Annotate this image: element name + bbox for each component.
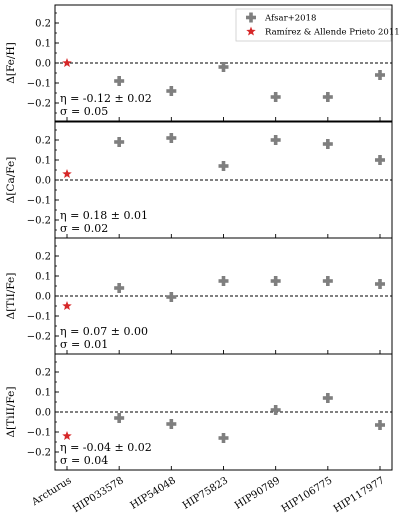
y-tick-label: 0.0 [35, 176, 51, 187]
y-tick-label: 0.1 [35, 156, 51, 167]
y-tick-label: 0.1 [35, 388, 51, 399]
afsar-data-point [322, 276, 333, 286]
afsar-data-point [218, 62, 229, 72]
y-tick-label: 0.2 [35, 136, 51, 147]
legend-frame [235, 8, 392, 42]
afsar-data-point [322, 139, 333, 149]
afsar-data-point [218, 276, 229, 286]
eta-annotation: η = 0.07 ± 0.00 [60, 325, 148, 338]
afsar-data-point [114, 76, 125, 86]
legend-marker-plus-icon [246, 12, 256, 23]
y-tick-label: 0.0 [35, 408, 51, 419]
legend: Afsar+2018 Ramírez & Allende Prieto 2011 [235, 8, 400, 42]
afsar-data-point [322, 393, 333, 403]
x-category-label: Arcturus [29, 475, 73, 508]
afsar-data-point [270, 92, 281, 102]
y-tick-label: 0.1 [35, 272, 51, 283]
afsar-data-point [166, 86, 177, 96]
afsar-data-point [114, 413, 125, 423]
afsar-data-point [375, 279, 385, 289]
panels-group: 0.2 0.1 0.0 −0.1 −0.2 Δ[Fe/H] η = -0.12 ± 0.02… [5, 4, 393, 471]
legend-label-afsar: Afsar+2018 [264, 14, 316, 24]
y-tick-label: −0.1 [27, 196, 51, 207]
afsar-data-point [322, 92, 333, 102]
panel-1: 0.2 0.1 0.0 −0.1 −0.2 Δ[Fe/H] η = -0.12 ± 0.02… [5, 4, 393, 122]
y-tick-label: −0.2 [27, 216, 51, 227]
y-axis-label: Δ[TiI/Fe] [5, 273, 17, 320]
reference-star-marker [62, 58, 72, 68]
x-category-label: HIP033578 [71, 475, 126, 515]
sigma-annotation: σ = 0.04 [60, 454, 108, 467]
panel-2: 0.2 0.1 0.0 −0.1 −0.2 Δ[Ca/Fe] η = 0.18 ± 0.01… [5, 121, 393, 239]
afsar-data-point [375, 155, 385, 165]
y-axis-label: Δ[TiII/Fe] [5, 387, 17, 438]
y-tick-label: −0.1 [27, 428, 51, 439]
x-category-label: HIP90789 [233, 475, 282, 511]
afsar-data-point [114, 283, 125, 293]
afsar-data-point [218, 433, 229, 443]
y-tick-label: −0.2 [27, 99, 51, 110]
sigma-annotation: σ = 0.01 [60, 338, 108, 351]
afsar-data-point [270, 276, 281, 286]
afsar-data-point [270, 135, 281, 145]
panel-3: 0.2 0.1 0.0 −0.1 −0.2 Δ[TiI/Fe] η = 0.07 ± 0.0… [5, 237, 393, 355]
afsar-data-point [375, 70, 385, 80]
reference-star-marker [62, 169, 72, 179]
y-tick-label: 0.0 [35, 59, 51, 70]
reference-star-marker [62, 431, 72, 441]
y-tick-label: 0.0 [35, 292, 51, 303]
eta-annotation: η = -0.04 ± 0.02 [60, 441, 152, 454]
x-category-label: HIP54048 [129, 475, 178, 511]
y-tick-label: −0.1 [27, 79, 51, 90]
afsar-data-point [166, 419, 177, 429]
y-tick-label: −0.1 [27, 312, 51, 323]
afsar-data-point [166, 133, 177, 143]
y-tick-label: 0.1 [35, 39, 51, 50]
legend-label-ramirez: Ramírez & Allende Prieto 2011 [265, 27, 400, 38]
x-category-label: HIP117977 [332, 475, 387, 515]
y-tick-label: 0.2 [35, 368, 51, 379]
eta-annotation: η = 0.18 ± 0.01 [60, 209, 148, 222]
afsar-data-point [114, 137, 125, 147]
afsar-data-point [166, 292, 177, 302]
y-tick-label: 0.2 [35, 19, 51, 30]
eta-annotation: η = -0.12 ± 0.02 [60, 92, 152, 105]
afsar-data-point [270, 405, 281, 415]
reference-star-marker [62, 301, 72, 311]
panel-4: 0.2 0.1 0.0 −0.1 −0.2 Δ[TiII/Fe] η = -0.04 ± 0… [5, 353, 393, 471]
y-tick-label: 0.2 [35, 252, 51, 263]
x-category-label: HIP106775 [280, 475, 335, 515]
afsar-data-point [375, 420, 385, 430]
legend-marker-star-icon [246, 26, 256, 36]
sigma-annotation: σ = 0.05 [60, 105, 108, 118]
y-tick-label: −0.2 [27, 332, 51, 343]
sigma-annotation: σ = 0.02 [60, 222, 108, 235]
afsar-data-point [218, 161, 229, 171]
x-category-label: HIP75823 [181, 475, 230, 511]
y-axis-label: Δ[Ca/Fe] [5, 157, 17, 204]
y-tick-label: −0.2 [27, 448, 51, 459]
y-axis-label: Δ[Fe/H] [5, 42, 17, 83]
